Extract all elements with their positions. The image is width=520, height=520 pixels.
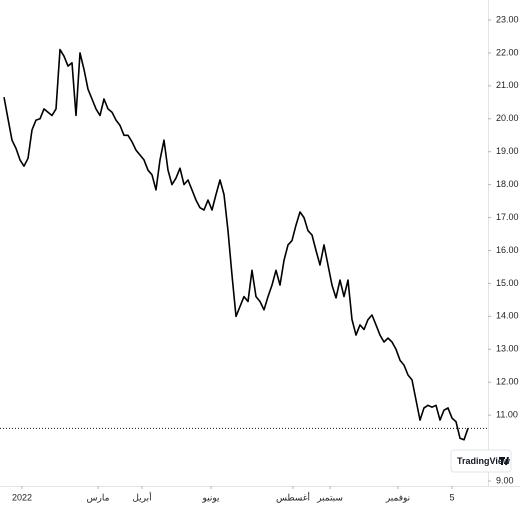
y-tick-label: 11.00 <box>496 410 518 420</box>
x-tick-label: مارس <box>87 492 110 503</box>
y-tick-label: 14.00 <box>496 311 519 321</box>
x-tick-label: أغسطس <box>276 490 310 503</box>
x-tick-label: نوفمبر <box>385 492 410 503</box>
logo-text[interactable]: TradingView <box>457 456 511 466</box>
logo-box[interactable] <box>450 449 512 473</box>
y-tick-label: 12.00 <box>496 377 519 387</box>
y-tick-label: 19.00 <box>496 146 519 156</box>
price-line <box>3 48 469 441</box>
y-tick-label: 9.00 <box>496 475 514 485</box>
y-tick-label: 16.00 <box>496 245 519 255</box>
logo-icon <box>499 457 509 465</box>
x-tick-label: سبتمبر <box>316 492 343 503</box>
x-tick-label: 2022 <box>12 492 32 502</box>
y-tick-label: 21.00 <box>496 80 519 90</box>
y-tick-label: 17.00 <box>496 212 519 222</box>
y-tick-label: 18.00 <box>496 179 519 189</box>
x-tick-label: يونيو <box>201 492 220 503</box>
y-tick-label: 20.00 <box>496 113 519 123</box>
logo[interactable]: TradingView <box>450 449 512 473</box>
y-tick-label: 22.00 <box>496 47 519 57</box>
x-tick-label: أبريل <box>132 490 151 503</box>
y-tick-label: 13.00 <box>496 344 519 354</box>
y-tick-label: 23.00 <box>496 14 519 24</box>
x-tick-label: 5 <box>449 492 454 502</box>
y-tick-label: 15.00 <box>496 278 519 288</box>
